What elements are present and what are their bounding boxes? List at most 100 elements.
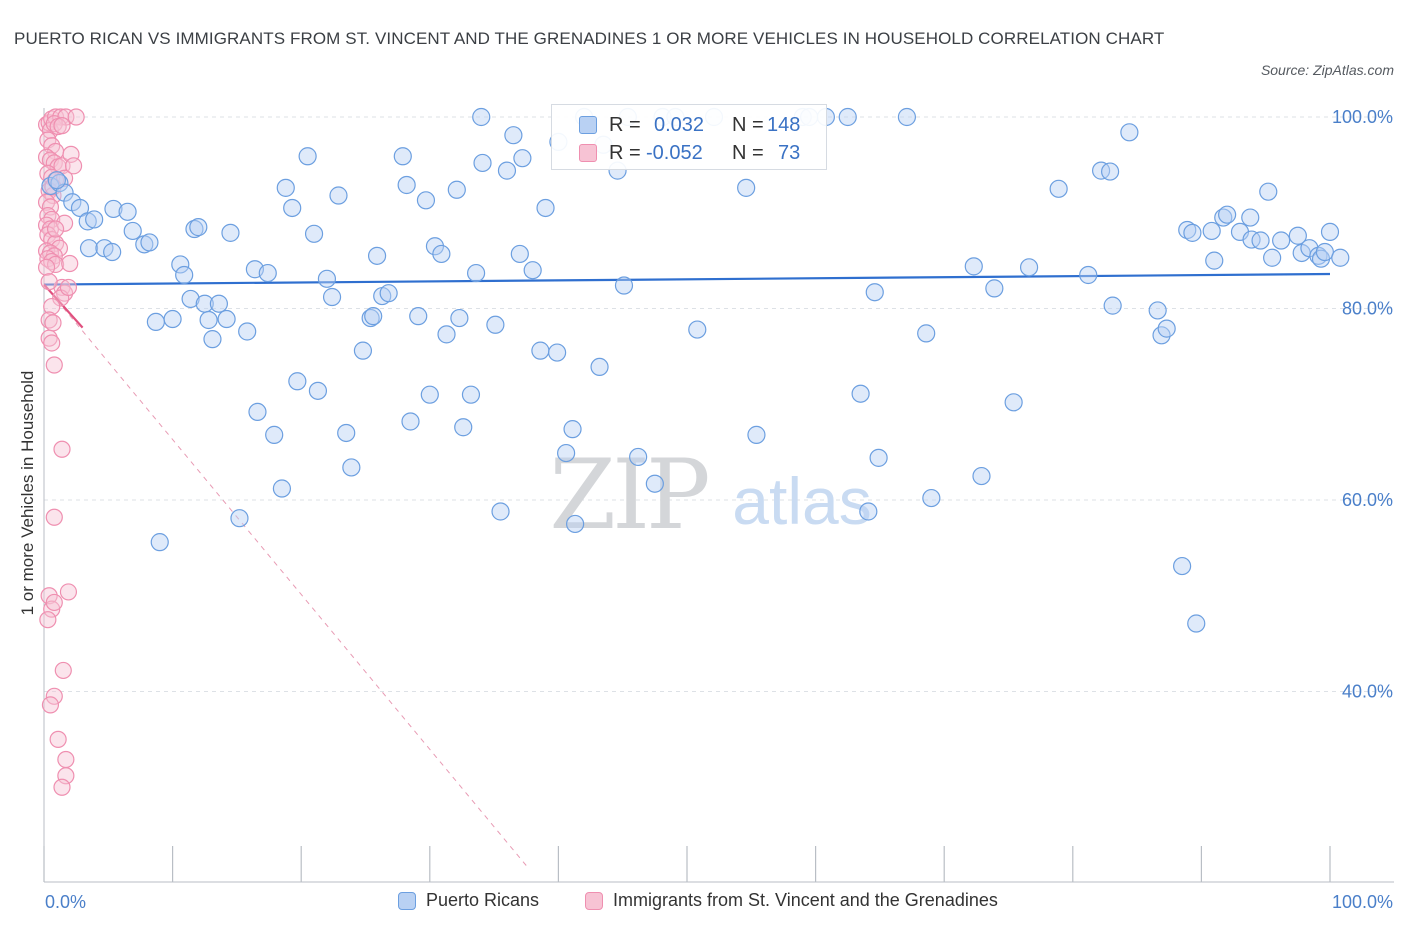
data-point-puerto-ricans (1259, 182, 1278, 201)
data-point-immigrants (67, 108, 85, 126)
data-point-puerto-ricans (454, 418, 473, 437)
r-value: -0.052 (646, 142, 703, 164)
data-point-puerto-ricans (1272, 231, 1291, 250)
data-point-immigrants (61, 254, 79, 273)
data-point-puerto-ricans (523, 261, 542, 280)
data-point-puerto-ricans (1049, 179, 1068, 198)
data-point-puerto-ricans (353, 341, 373, 360)
data-point-puerto-ricans (1187, 614, 1206, 633)
r-label: R = (609, 142, 641, 164)
data-point-puerto-ricans (1241, 208, 1260, 227)
data-point-puerto-ricans (1218, 205, 1237, 224)
data-point-puerto-ricans (466, 263, 486, 283)
data-point-puerto-ricans (486, 315, 505, 334)
data-point-puerto-ricans (865, 283, 884, 302)
legend-label: Immigrants from St. Vincent and the Gren… (613, 890, 998, 910)
data-point-puerto-ricans (1004, 393, 1023, 412)
legend-swatch-pink (579, 144, 597, 162)
data-point-puerto-ricans (1173, 556, 1192, 576)
legend-item-puerto-ricans[interactable]: Puerto Ricans (398, 890, 539, 911)
data-point-puerto-ricans (85, 210, 104, 229)
data-point-puerto-ricans (329, 186, 348, 205)
data-point-puerto-ricans (140, 233, 159, 252)
legend-item-immigrants[interactable]: Immigrants from St. Vincent and the Gren… (585, 890, 998, 911)
data-point-immigrants (44, 314, 62, 332)
data-point-puerto-ricans (298, 147, 317, 166)
data-point-puerto-ricans (851, 384, 870, 403)
data-point-immigrants (43, 334, 61, 352)
data-point-puerto-ricans (199, 310, 218, 330)
data-point-puerto-ricans (432, 244, 451, 264)
data-point-puerto-ricans (409, 307, 428, 326)
data-point-puerto-ricans (272, 479, 292, 498)
trend-lines (43, 272, 1331, 869)
data-point-puerto-ricans (103, 242, 122, 262)
data-point-puerto-ricans (50, 173, 69, 193)
data-point-immigrants (59, 278, 78, 297)
data-point-puerto-ricans (1263, 248, 1282, 267)
n-value: 148 (767, 114, 801, 136)
data-point-puerto-ricans (181, 289, 200, 309)
data-point-puerto-ricans (322, 287, 342, 307)
data-point-puerto-ricans (189, 218, 208, 237)
data-point-immigrants (37, 258, 56, 276)
data-point-puerto-ricans (737, 178, 756, 197)
data-point-puerto-ricans (123, 221, 142, 241)
data-point-puerto-ricans (747, 425, 766, 444)
data-point-immigrants (45, 687, 63, 705)
data-point-puerto-ricans (472, 107, 491, 127)
data-point-puerto-ricans (531, 341, 550, 360)
data-point-immigrants (55, 214, 74, 232)
y-tick-label: 100.0% (1332, 107, 1393, 127)
data-point-puerto-ricans (497, 161, 517, 180)
data-point-immigrants (53, 778, 71, 796)
data-point-puerto-ricans (536, 198, 555, 218)
data-point-puerto-ricans (308, 381, 328, 400)
data-point-puerto-ricans (47, 171, 66, 190)
data-point-puerto-ricans (1315, 242, 1334, 262)
data-point-puerto-ricans (79, 239, 99, 258)
data-point-puerto-ricans (629, 447, 648, 467)
data-point-puerto-ricans (922, 488, 941, 508)
data-point-puerto-ricans (1205, 251, 1224, 270)
legend-swatch-blue (398, 891, 416, 910)
data-point-immigrants (45, 356, 63, 374)
data-point-immigrants (53, 440, 71, 458)
data-point-puerto-ricans (557, 443, 576, 463)
data-point-puerto-ricans (985, 279, 1004, 298)
data-point-puerto-ricans (146, 312, 165, 332)
y-tick-labels: 40.0% 60.0% 80.0% 100.0% (1332, 107, 1393, 702)
data-point-puerto-ricans (367, 246, 387, 265)
data-point-puerto-ricans (869, 448, 888, 467)
data-point-puerto-ricans (972, 466, 991, 486)
data-point-puerto-ricans (221, 223, 240, 242)
data-point-puerto-ricans (393, 147, 412, 166)
x-tick-labels: 0.0% 100.0% (45, 892, 1393, 912)
chart-title: PUERTO RICAN VS IMMIGRANTS FROM ST. VINC… (14, 29, 1165, 48)
data-point-puerto-ricans (964, 257, 983, 276)
n-label: N = (732, 142, 764, 164)
data-point-immigrants (64, 157, 83, 175)
data-point-puerto-ricans (1079, 265, 1098, 285)
x-tick-label: 0.0% (45, 892, 86, 912)
data-point-puerto-ricans (401, 412, 420, 431)
data-point-puerto-ricans (361, 308, 380, 328)
data-point-puerto-ricans (437, 325, 456, 344)
trend-line-puerto-ricans (43, 272, 1331, 286)
source-credit: Source: ZipAtlas.com (1260, 62, 1394, 78)
watermark: ZIP atlas (549, 439, 871, 551)
data-point-immigrants (39, 611, 57, 629)
data-point-puerto-ricans (473, 153, 492, 173)
data-point-puerto-ricans (342, 458, 361, 477)
data-point-puerto-ricans (258, 263, 277, 283)
data-point-immigrants (57, 750, 75, 769)
data-point-puerto-ricans (379, 284, 398, 303)
data-point-immigrants (46, 220, 65, 238)
data-point-puerto-ricans (416, 191, 436, 210)
r-value: 0.032 (654, 114, 705, 136)
data-point-puerto-ricans (447, 180, 466, 199)
data-point-puerto-ricans (1288, 226, 1307, 245)
data-point-puerto-ricans (513, 149, 532, 168)
legend-swatch-pink (585, 891, 603, 910)
